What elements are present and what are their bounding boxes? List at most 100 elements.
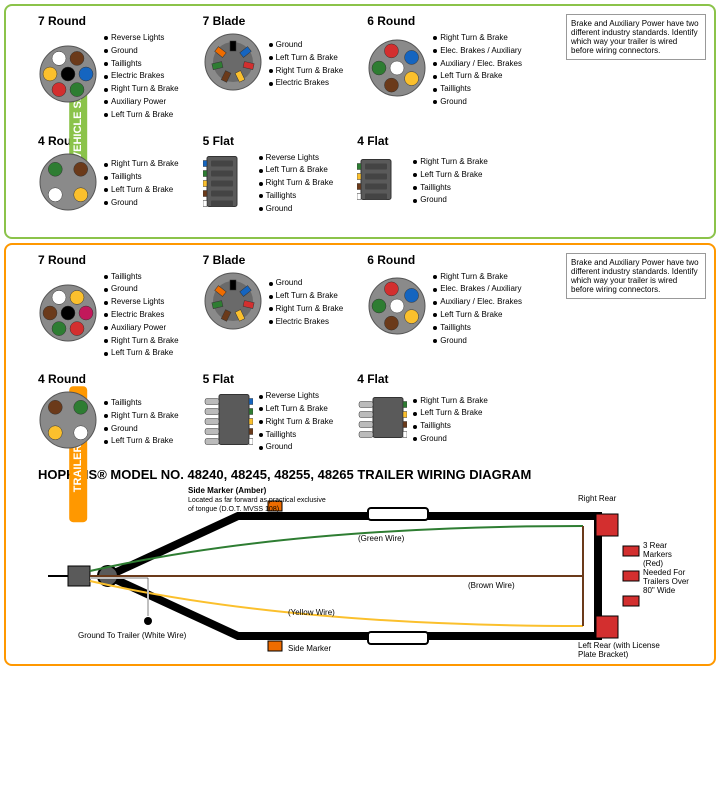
connector-icon bbox=[203, 392, 253, 452]
connector-title: 7 Blade bbox=[203, 14, 344, 28]
pin-label: Electric Brakes bbox=[269, 316, 344, 329]
connector-labels: Reverse LightsLeft Turn & BrakeRight Tur… bbox=[259, 390, 334, 454]
pin-label: Taillights bbox=[259, 190, 334, 203]
connector-labels: Right Turn & BrakeElec. Brakes / Auxilia… bbox=[433, 271, 522, 348]
pin-label: Left Turn & Brake bbox=[259, 403, 334, 416]
pin-label: Taillights bbox=[104, 271, 179, 284]
connector-block: 5 Flat Reverse LightsLeft Turn & BrakeRig… bbox=[203, 372, 334, 455]
connector-title: 4 Round bbox=[38, 372, 179, 386]
pin-label: Electric Brakes bbox=[104, 70, 179, 83]
pin-label: Ground bbox=[104, 283, 179, 296]
pin-label: Left Turn & Brake bbox=[413, 407, 488, 420]
pin-label: Left Turn & Brake bbox=[104, 347, 179, 360]
connector-icon bbox=[357, 390, 407, 450]
wiring-diagram: Side Marker (Amber) Located as far forwa… bbox=[38, 486, 706, 656]
connector-icon bbox=[38, 390, 98, 455]
left-rear-label: Left Rear (with License Plate Bracket) bbox=[578, 641, 668, 659]
pin-label: Taillights bbox=[104, 397, 179, 410]
pin-label: Ground bbox=[413, 194, 488, 207]
connector-block: 6 Round Right Turn & BrakeElec. Brakes / … bbox=[367, 253, 522, 361]
connector-labels: GroundLeft Turn & BrakeRight Turn & Brak… bbox=[269, 277, 344, 328]
connector-block: 5 FlatReverse LightsLeft Turn & BrakeRig… bbox=[203, 134, 334, 217]
pin-label: Electric Brakes bbox=[269, 77, 344, 90]
wiring-title: HOPKINS® MODEL NO. 48240, 48245, 48255, … bbox=[38, 467, 706, 482]
pin-label: Right Turn & Brake bbox=[413, 395, 488, 408]
right-rear-label: Right Rear bbox=[578, 494, 616, 503]
connector-labels: Right Turn & BrakeLeft Turn & BrakeTaill… bbox=[413, 395, 488, 446]
pin-label: Ground bbox=[269, 277, 344, 290]
pin-label: Left Turn & Brake bbox=[104, 435, 179, 448]
pin-label: Ground bbox=[413, 433, 488, 446]
connector-title: 6 Round bbox=[367, 253, 522, 267]
connector-labels: GroundLeft Turn & BrakeRight Turn & Brak… bbox=[269, 39, 344, 90]
vehicle-panel: VEHICLE SIDE Brake and Auxiliary Power h… bbox=[4, 4, 716, 239]
connector-icon bbox=[357, 152, 407, 212]
yellow-wire-label: (Yellow Wire) bbox=[288, 608, 335, 617]
connector-block: 7 Blade GroundLeft Turn & BrakeRight Turn… bbox=[203, 14, 344, 122]
pin-label: Right Turn & Brake bbox=[433, 32, 522, 45]
connector-title: 5 Flat bbox=[203, 372, 334, 386]
pin-label: Ground bbox=[104, 197, 179, 210]
pin-label: Ground bbox=[259, 441, 334, 454]
pin-label: Elec. Brakes / Auxiliary bbox=[433, 283, 522, 296]
connector-title: 6 Round bbox=[367, 14, 522, 28]
connector-title: 4 Flat bbox=[357, 134, 488, 148]
connector-block: 7 Blade GroundLeft Turn & BrakeRight Turn… bbox=[203, 253, 344, 361]
brown-wire-label: (Brown Wire) bbox=[468, 581, 515, 590]
connector-labels: Right Turn & BrakeLeft Turn & BrakeTaill… bbox=[413, 156, 488, 207]
pin-label: Taillights bbox=[104, 171, 179, 184]
pin-label: Right Turn & Brake bbox=[269, 303, 344, 316]
pin-label: Right Turn & Brake bbox=[259, 416, 334, 429]
connector-title: 7 Round bbox=[38, 253, 179, 267]
pin-label: Taillights bbox=[433, 83, 522, 96]
connector-block: 4 Round TaillightsRight Turn & BrakeGroun… bbox=[38, 372, 179, 455]
pin-label: Elec. Brakes / Auxiliary bbox=[433, 45, 522, 58]
pin-label: Ground bbox=[104, 423, 179, 436]
connector-icon bbox=[367, 276, 427, 341]
pin-label: Right Turn & Brake bbox=[104, 335, 179, 348]
pin-label: Right Turn & Brake bbox=[433, 271, 522, 284]
trailer-panel: TRAILER SIDE Brake and Auxiliary Power h… bbox=[4, 243, 716, 667]
pin-label: Auxiliary Power bbox=[104, 322, 179, 335]
pin-label: Auxiliary / Elec. Brakes bbox=[433, 296, 522, 309]
connector-labels: Reverse LightsGroundTaillightsElectric B… bbox=[104, 32, 179, 122]
connector-icon bbox=[38, 152, 98, 217]
vehicle-note: Brake and Auxiliary Power have two diffe… bbox=[566, 14, 706, 60]
connector-labels: TaillightsRight Turn & BrakeGroundLeft T… bbox=[104, 397, 179, 448]
pin-label: Taillights bbox=[104, 58, 179, 71]
pin-label: Right Turn & Brake bbox=[413, 156, 488, 169]
pin-label: Left Turn & Brake bbox=[433, 70, 522, 83]
pin-label: Reverse Lights bbox=[259, 152, 334, 165]
pin-label: Right Turn & Brake bbox=[104, 83, 179, 96]
pin-label: Left Turn & Brake bbox=[259, 164, 334, 177]
pin-label: Reverse Lights bbox=[259, 390, 334, 403]
pin-label: Right Turn & Brake bbox=[104, 158, 179, 171]
side-marker-label: Side Marker (Amber) Located as far forwa… bbox=[188, 486, 328, 513]
connector-icon bbox=[38, 283, 98, 348]
pin-label: Left Turn & Brake bbox=[269, 290, 344, 303]
pin-label: Right Turn & Brake bbox=[269, 65, 344, 78]
green-wire-label: (Green Wire) bbox=[358, 534, 404, 543]
connector-title: 7 Blade bbox=[203, 253, 344, 267]
pin-label: Ground bbox=[269, 39, 344, 52]
pin-label: Reverse Lights bbox=[104, 32, 179, 45]
connector-labels: Right Turn & BrakeElec. Brakes / Auxilia… bbox=[433, 32, 522, 109]
pin-label: Ground bbox=[433, 96, 522, 109]
connector-block: 4 Flat Right Turn & BrakeLeft Turn & Brak… bbox=[357, 134, 488, 217]
connector-title: 7 Round bbox=[38, 14, 179, 28]
connector-labels: TaillightsGroundReverse LightsElectric B… bbox=[104, 271, 179, 361]
connector-block: 7 Round TaillightsGroundReverse LightsEle… bbox=[38, 253, 179, 361]
connector-icon bbox=[203, 32, 263, 97]
connector-icon bbox=[38, 44, 98, 109]
pin-label: Left Turn & Brake bbox=[433, 309, 522, 322]
connector-icon bbox=[203, 271, 263, 336]
pin-label: Reverse Lights bbox=[104, 296, 179, 309]
pin-label: Electric Brakes bbox=[104, 309, 179, 322]
connector-labels: Right Turn & BrakeTaillightsLeft Turn & … bbox=[104, 158, 179, 209]
side-marker2-label: Side Marker bbox=[288, 644, 331, 653]
pin-label: Ground bbox=[433, 335, 522, 348]
pin-label: Auxiliary Power bbox=[104, 96, 179, 109]
rear-markers-label: 3 Rear Markers (Red) Needed For Trailers… bbox=[643, 541, 693, 595]
ground-label: Ground To Trailer (White Wire) bbox=[78, 631, 186, 640]
connector-block: 6 Round Right Turn & BrakeElec. Brakes / … bbox=[367, 14, 522, 122]
